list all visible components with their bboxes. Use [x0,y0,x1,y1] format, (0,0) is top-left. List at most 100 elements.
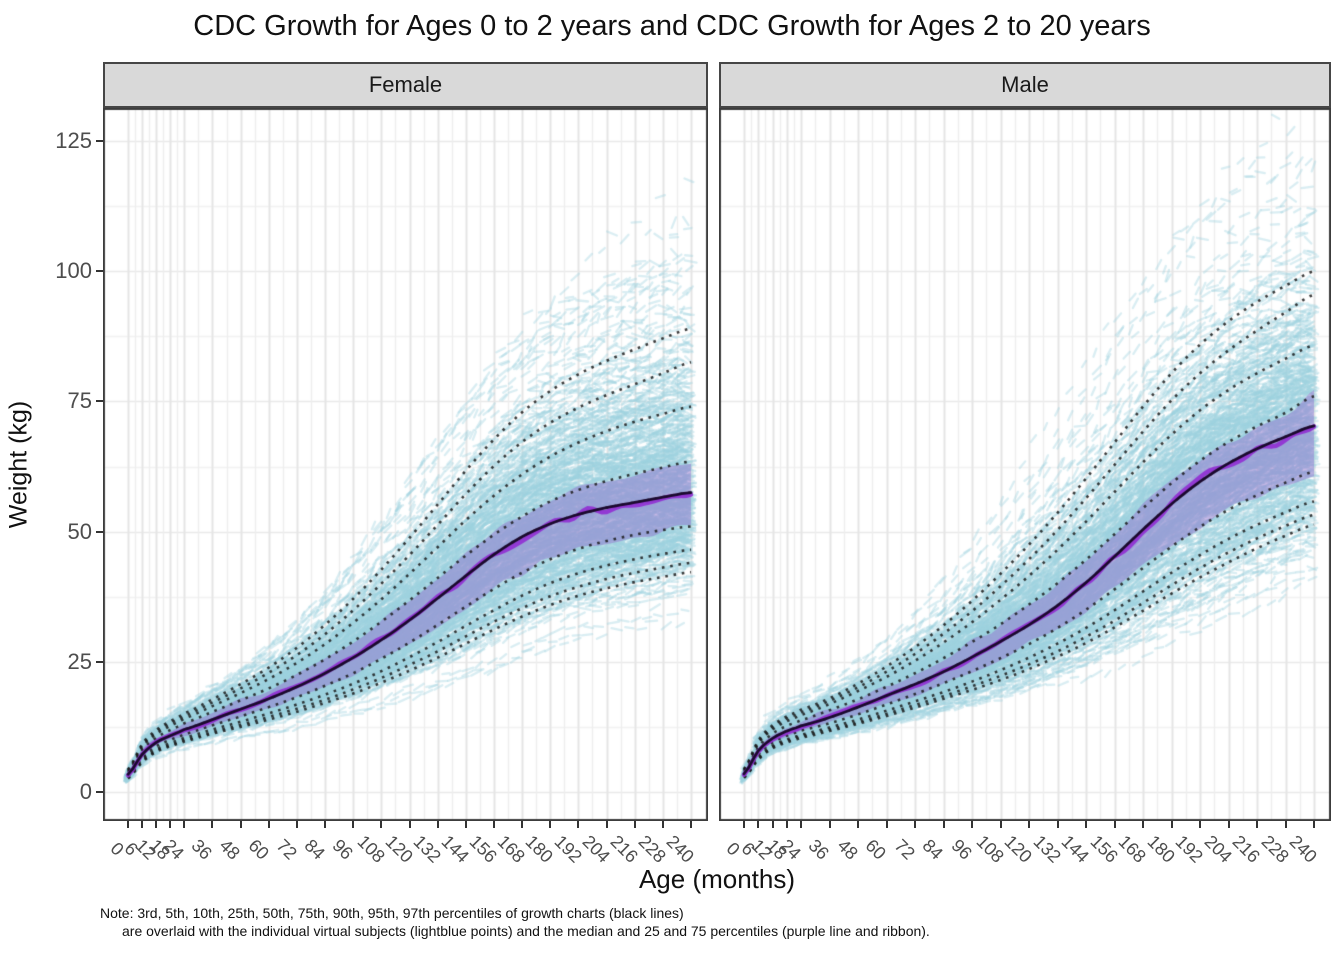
x-tick-mark [380,821,383,828]
y-tick-mark [96,660,103,663]
x-tick-label: 36 [804,835,834,864]
x-tick-mark [661,821,664,828]
x-tick-mark [800,821,802,828]
x-tick-mark [743,821,745,828]
y-tick-label: 25 [67,648,92,674]
x-tick-mark [1313,821,1315,828]
panel-male-plot-area [719,108,1331,821]
x-tick-mark [155,821,158,828]
x-tick-label: 132 [1029,831,1065,867]
x-tick-mark [1113,821,1116,828]
x-tick-label: 180 [521,831,558,867]
x-tick-label: 168 [493,831,530,867]
x-tick-mark [141,821,144,828]
y-tick-label: 75 [67,388,92,414]
x-tick-label: 216 [606,831,642,867]
x-tick-mark [352,821,355,828]
x-tick-mark [633,821,636,828]
x-tick-label: 72 [272,835,301,864]
y-axis-title: Weight (kg) [4,400,33,529]
x-axis-title: Age (months) [638,864,796,894]
x-tick-mark [828,821,831,828]
x-tick-mark [1199,821,1201,828]
x-tick-label: 216 [1228,831,1265,867]
x-tick-label: 204 [1200,831,1236,867]
x-tick-label: 156 [465,831,502,867]
y-tick-mark [96,791,103,793]
x-tick-label: 228 [634,831,670,867]
x-tick-label: 108 [353,831,389,867]
x-tick-mark [549,821,552,828]
x-tick-label: 84 [918,835,948,864]
x-tick-label: 132 [409,831,445,867]
x-tick-label: 48 [215,835,245,864]
x-tick-mark [127,821,129,828]
panel-female-plot-area [103,108,708,821]
x-tick-mark [211,821,214,828]
x-tick-mark [295,821,298,828]
x-tick-label: 72 [890,835,919,864]
y-tick-mark [96,270,103,273]
x-tick-label: 204 [578,831,614,867]
x-tick-mark [757,821,760,828]
x-tick-mark [1170,821,1173,828]
y-tick-label: 50 [67,518,92,544]
x-tick-label: 192 [550,831,586,867]
y-tick-label: 100 [55,258,92,284]
x-tick-mark [239,821,242,828]
x-tick-label: 192 [1171,831,1208,867]
x-tick-label: 144 [1057,831,1094,867]
x-tick-label: 168 [1114,831,1151,867]
facet-strip-male: Male [719,62,1331,108]
y-tick-mark [96,530,103,533]
facet-strip-female: Female [103,62,708,108]
x-tick-label: 108 [972,831,1008,867]
x-tick-label: 60 [244,835,273,864]
x-tick-mark [577,821,580,828]
x-tick-mark [857,821,859,828]
x-tick-mark [1284,821,1287,828]
x-tick-label: 36 [187,835,217,864]
x-tick-mark [521,821,524,828]
x-tick-mark [971,821,973,828]
x-tick-mark [690,821,692,828]
x-tick-label: 96 [328,835,357,864]
x-tick-mark [1227,821,1230,828]
x-tick-mark [464,821,467,828]
x-tick-label: 180 [1143,831,1179,867]
x-tick-mark [169,821,172,828]
x-tick-mark [492,821,495,828]
x-tick-label: 48 [833,835,862,864]
x-tick-mark [1085,821,1087,828]
y-tick-mark [96,400,103,403]
x-tick-mark [605,821,608,828]
note-line-1: Note: 3rd, 5th, 10th, 25th, 50th, 75th, … [100,905,684,921]
x-tick-mark [885,821,888,828]
x-tick-mark [183,821,186,828]
x-tick-mark [1056,821,1059,828]
x-tick-label: 156 [1086,831,1122,867]
x-tick-mark [408,821,411,828]
x-tick-label: 60 [861,835,891,864]
x-tick-mark [267,821,270,828]
y-tick-label: 0 [79,779,92,804]
x-tick-label: 120 [381,831,417,867]
x-tick-label: 144 [437,831,473,867]
x-tick-label: 240 [662,831,699,867]
x-tick-mark [771,821,774,828]
note-line-2: are overlaid with the individual virtual… [122,923,930,939]
x-tick-mark [324,821,327,828]
y-tick-label: 125 [55,128,92,153]
x-tick-mark [785,821,788,828]
y-tick-mark [96,140,103,142]
x-tick-label: 228 [1257,831,1293,867]
x-tick-label: 96 [947,835,976,864]
x-tick-mark [1256,821,1258,828]
x-tick-label: 120 [1000,831,1037,867]
x-tick-label: 84 [300,835,329,864]
x-tick-mark [1028,821,1030,828]
x-tick-label: 240 [1285,831,1322,867]
x-tick-mark [914,821,916,828]
x-tick-mark [1142,821,1144,828]
